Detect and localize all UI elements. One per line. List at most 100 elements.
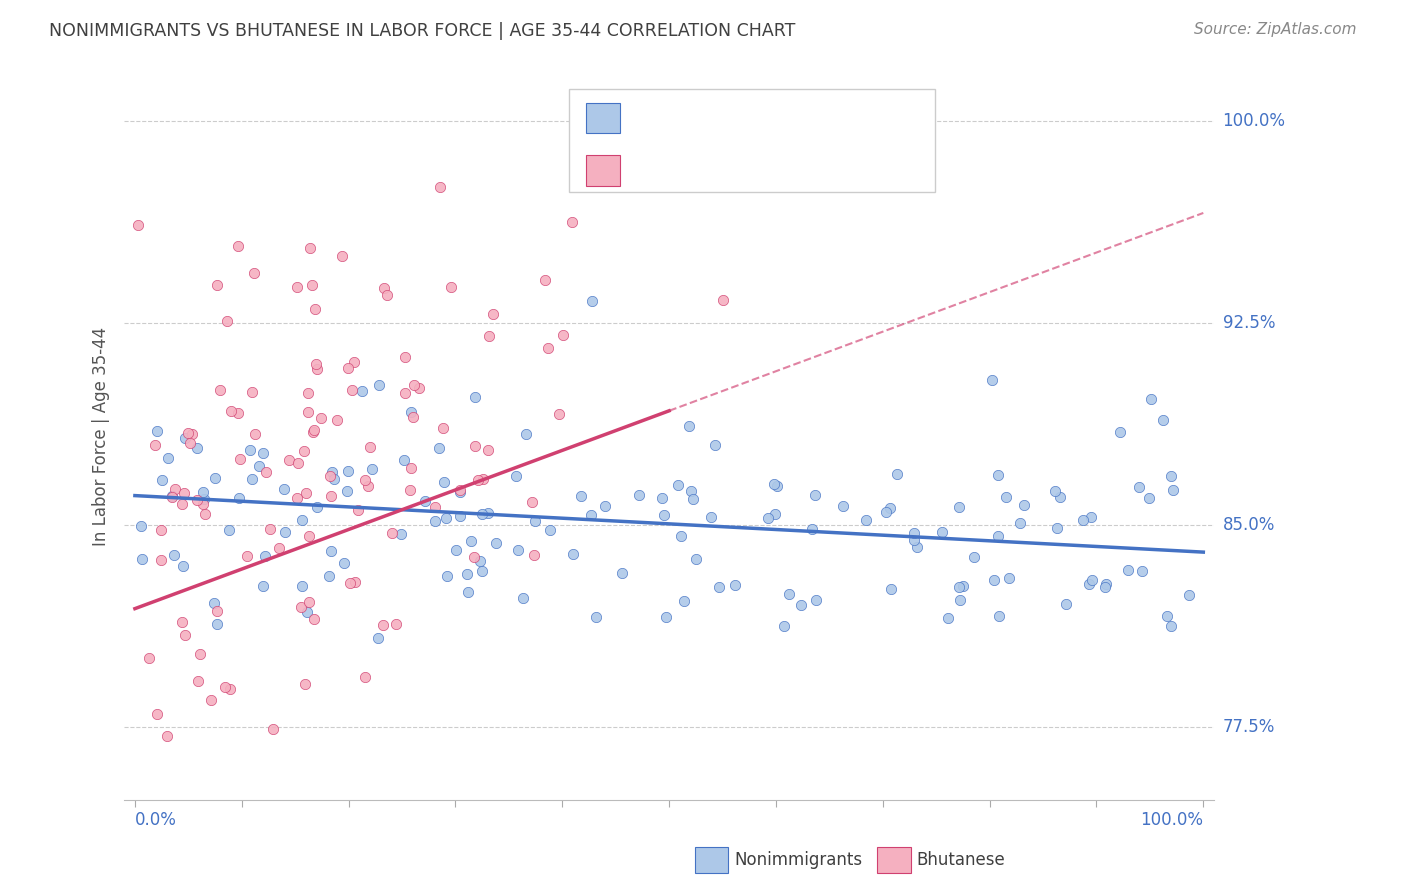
Point [1152,413,1174,427]
Point [886,467,908,481]
Point [673,594,696,608]
Point [707,580,730,594]
Point [512,591,534,605]
Point [371,617,394,632]
Point [354,669,377,683]
Point [581,294,603,309]
Point [773,619,796,633]
Point [273,483,295,497]
Point [1160,469,1182,483]
Point [655,610,678,624]
Point [470,554,492,568]
Point [449,483,471,497]
Point [204,471,226,485]
Point [804,488,827,502]
Point [1108,425,1130,439]
Point [131,552,153,566]
Point [429,179,451,194]
Point [593,500,616,514]
Point [389,527,412,541]
Point [172,558,194,573]
Point [191,497,214,511]
Point [298,595,321,609]
Point [561,215,583,229]
Point [579,169,602,183]
Point [931,525,953,540]
Point [354,473,377,487]
Point [170,615,193,629]
Point [160,490,183,504]
Point [323,472,346,486]
Point [394,351,416,365]
Point [1054,597,1077,611]
Point [163,548,186,562]
Point [1178,588,1201,602]
Point [790,599,813,613]
Point [247,459,270,474]
Point [766,479,789,493]
Point [905,541,928,555]
Point [1116,563,1139,577]
Point [440,280,463,294]
Point [436,568,458,582]
Point [290,599,312,614]
Point [274,525,297,540]
Point [477,506,499,520]
Point [307,500,329,515]
Point [987,608,1010,623]
Point [685,552,707,566]
Point [318,569,340,583]
Point [228,491,250,506]
Point [319,469,342,483]
Point [1081,573,1104,587]
Point [157,450,180,465]
Point [903,533,925,548]
Point [186,441,208,455]
Point [679,483,702,498]
Point [254,549,277,563]
Point [949,593,972,607]
Point [298,241,321,255]
Point [666,477,689,491]
Point [478,329,501,343]
Text: Bhutanese: Bhutanese [917,851,1005,869]
Point [219,404,242,418]
Point [292,443,315,458]
Point [305,357,328,371]
Point [301,277,323,292]
Point [347,503,370,517]
Text: 92.5%: 92.5% [1223,314,1275,333]
Point [173,486,195,500]
Point [401,405,423,419]
Point [368,377,391,392]
Point [534,273,557,287]
Point [160,490,183,504]
Point [254,465,277,479]
Point [240,385,263,400]
Point [711,293,734,307]
Point [321,489,343,503]
Point [963,549,986,564]
Point [302,423,325,437]
Point [297,529,319,543]
Point [628,488,651,502]
Point [302,612,325,626]
Point [471,564,494,578]
Point [191,485,214,500]
Point [180,427,202,442]
Point [413,494,436,508]
Point [433,475,456,489]
Point [778,587,800,601]
Point [467,473,489,487]
Point [723,578,745,592]
Point [434,511,457,525]
Point [294,676,316,690]
Point [879,500,901,515]
Point [800,522,823,536]
Point [205,617,228,632]
Point [309,410,332,425]
Point [301,425,323,440]
Point [187,673,209,688]
Point [983,574,1005,588]
Point [150,523,173,537]
